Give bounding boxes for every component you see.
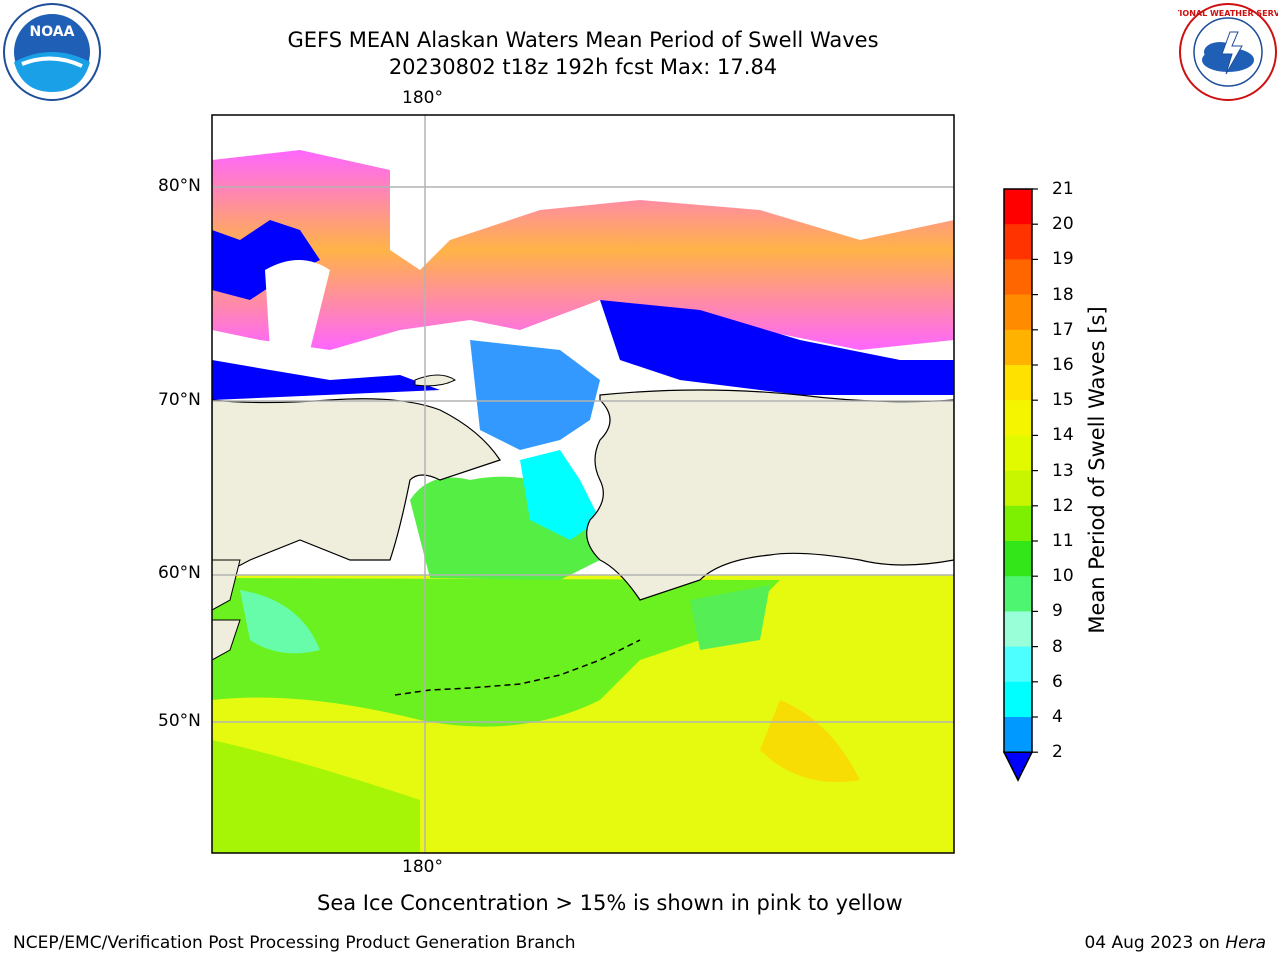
colorbar-segment — [1004, 576, 1032, 612]
colorbar-segment — [1004, 294, 1032, 331]
lon-label-bottom: 180° — [402, 857, 443, 877]
colorbar-segment — [1004, 189, 1032, 225]
colorbar-segment — [1004, 224, 1032, 260]
colorbar-segment — [1004, 329, 1032, 366]
colorbar-tick-label: 13 — [1052, 460, 1074, 481]
footer-branch: NCEP/EMC/Verification Post Processing Pr… — [13, 933, 576, 953]
gulf-green-swell — [690, 585, 770, 650]
sea-ice-area — [212, 150, 954, 350]
nws-logo: NATIONAL WEATHER SERVICE — [1178, 3, 1278, 101]
colorbar-segment — [1004, 259, 1032, 296]
gulf-alaska-swell — [760, 700, 860, 782]
colorbar-segment — [1004, 681, 1032, 718]
western-pacific-swell — [212, 740, 420, 853]
bering-strait-swell — [520, 450, 600, 540]
bering-low-swell — [240, 590, 320, 654]
colorbar-tick-label: 19 — [1052, 249, 1074, 270]
colorbar-tick-label: 11 — [1052, 531, 1074, 551]
title-line-2: 20230802 t18z 192h fcst Max: 17.84 — [388, 55, 778, 79]
sea-ice-note: Sea Ice Concentration > 15% is shown in … — [317, 891, 903, 915]
map-gridlines — [212, 115, 954, 853]
colorbar-tick-label: 20 — [1052, 214, 1074, 235]
alaska-land — [586, 389, 954, 601]
colorbar-segment — [1004, 541, 1032, 577]
footer-date-text: 04 Aug 2023 on — [1084, 933, 1220, 953]
colorbar-title-text: Mean Period of Swell Waves [s] — [1085, 306, 1109, 634]
lat-label-70n: 70°N — [158, 390, 201, 410]
noaa-logo: NOAA — [3, 3, 101, 101]
colorbar-tick-label: 15 — [1052, 390, 1074, 411]
colorbar — [1002, 188, 1038, 782]
colorbar-tick-label: 6 — [1052, 671, 1063, 692]
colorbar-extend-arrow — [1002, 751, 1034, 782]
nws-logo-text: NATIONAL WEATHER SERVICE — [1178, 9, 1278, 18]
title-line-1: GEFS MEAN Alaskan Waters Mean Period of … — [287, 28, 879, 52]
chukchi-swell — [470, 340, 600, 450]
colorbar-tick-label: 8 — [1052, 636, 1063, 657]
lat-label-80n: 80°N — [158, 176, 201, 196]
aleutian-islands — [394, 639, 641, 696]
map-frame — [211, 114, 955, 854]
colorbar-tick-label: 10 — [1052, 566, 1074, 587]
lat-label-50n: 50°N — [158, 711, 201, 731]
arctic-low-swell-coast — [212, 360, 440, 400]
colorbar-segment — [1004, 365, 1032, 401]
footer-machine: Hera — [1225, 933, 1266, 953]
colorbar-segment — [1004, 717, 1032, 753]
colorbar-tick-label: 12 — [1052, 495, 1074, 516]
colorbar-tick-label: 17 — [1052, 319, 1074, 340]
kamchatka-south-land — [212, 619, 241, 661]
colorbar-tick-label: 9 — [1052, 601, 1063, 622]
colorbar-tick-label: 18 — [1052, 284, 1074, 305]
lon-label-top: 180° — [402, 88, 443, 108]
map-area — [212, 115, 954, 853]
colorbar-segment — [1004, 611, 1032, 648]
bering-sea-swell — [212, 578, 780, 727]
colorbar-tick-label: 4 — [1052, 707, 1063, 727]
colorbar-tick-label: 16 — [1052, 355, 1074, 375]
colorbar-segment — [1004, 646, 1032, 683]
open-water-gap — [265, 260, 330, 350]
colorbar-segment — [1004, 435, 1032, 472]
colorbar-tick-label: 21 — [1052, 179, 1074, 199]
lat-label-60n: 60°N — [158, 563, 201, 583]
colorbar-tick-label: 14 — [1052, 425, 1074, 446]
siberia-land — [212, 398, 501, 581]
arctic-low-swell-west — [212, 220, 320, 300]
noaa-logo-text: NOAA — [30, 24, 75, 40]
beaufort-low-swell — [600, 300, 954, 395]
footer-date: 04 Aug 2023 on Hera — [1084, 933, 1266, 953]
colorbar-segment — [1004, 400, 1032, 436]
colorbar-segment — [1004, 505, 1032, 542]
colorbar-segment — [1004, 470, 1032, 507]
colorbar-tick-label: 2 — [1052, 742, 1063, 763]
kamchatka-land — [212, 559, 241, 611]
